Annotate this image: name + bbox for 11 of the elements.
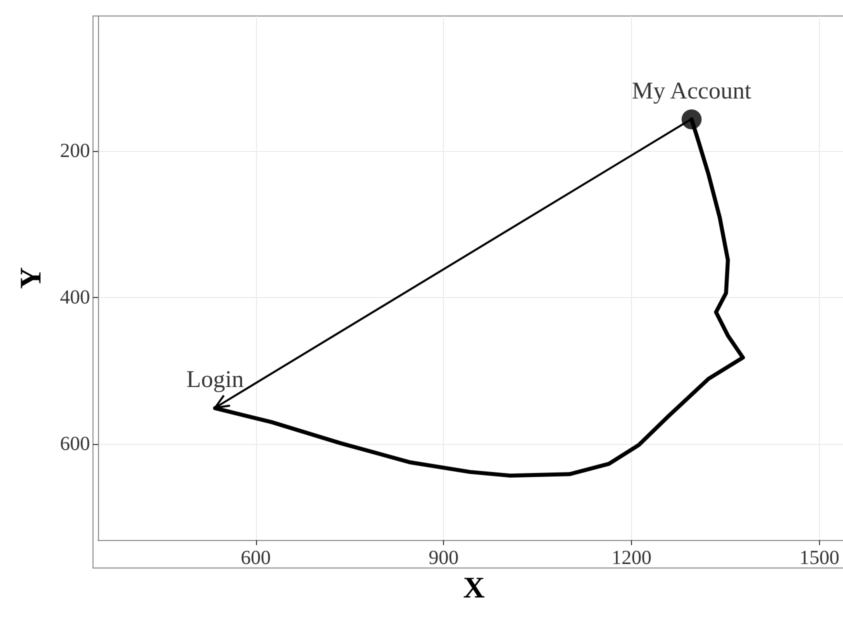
x-tick-label: 1500 [799,547,840,570]
x-tick-label: 900 [428,547,459,570]
y-tick-label: 600 [60,433,90,456]
y-axis-title: Y [14,266,48,289]
x-axis-title: X [463,572,486,604]
x-tick-label: 600 [240,547,271,570]
annotation: Login [186,367,244,394]
annotation: My Account [632,78,752,104]
x-tick-label: 1200 [611,547,652,570]
y-tick-label: 200 [60,140,90,162]
y-tick-label: 400 [60,286,90,308]
